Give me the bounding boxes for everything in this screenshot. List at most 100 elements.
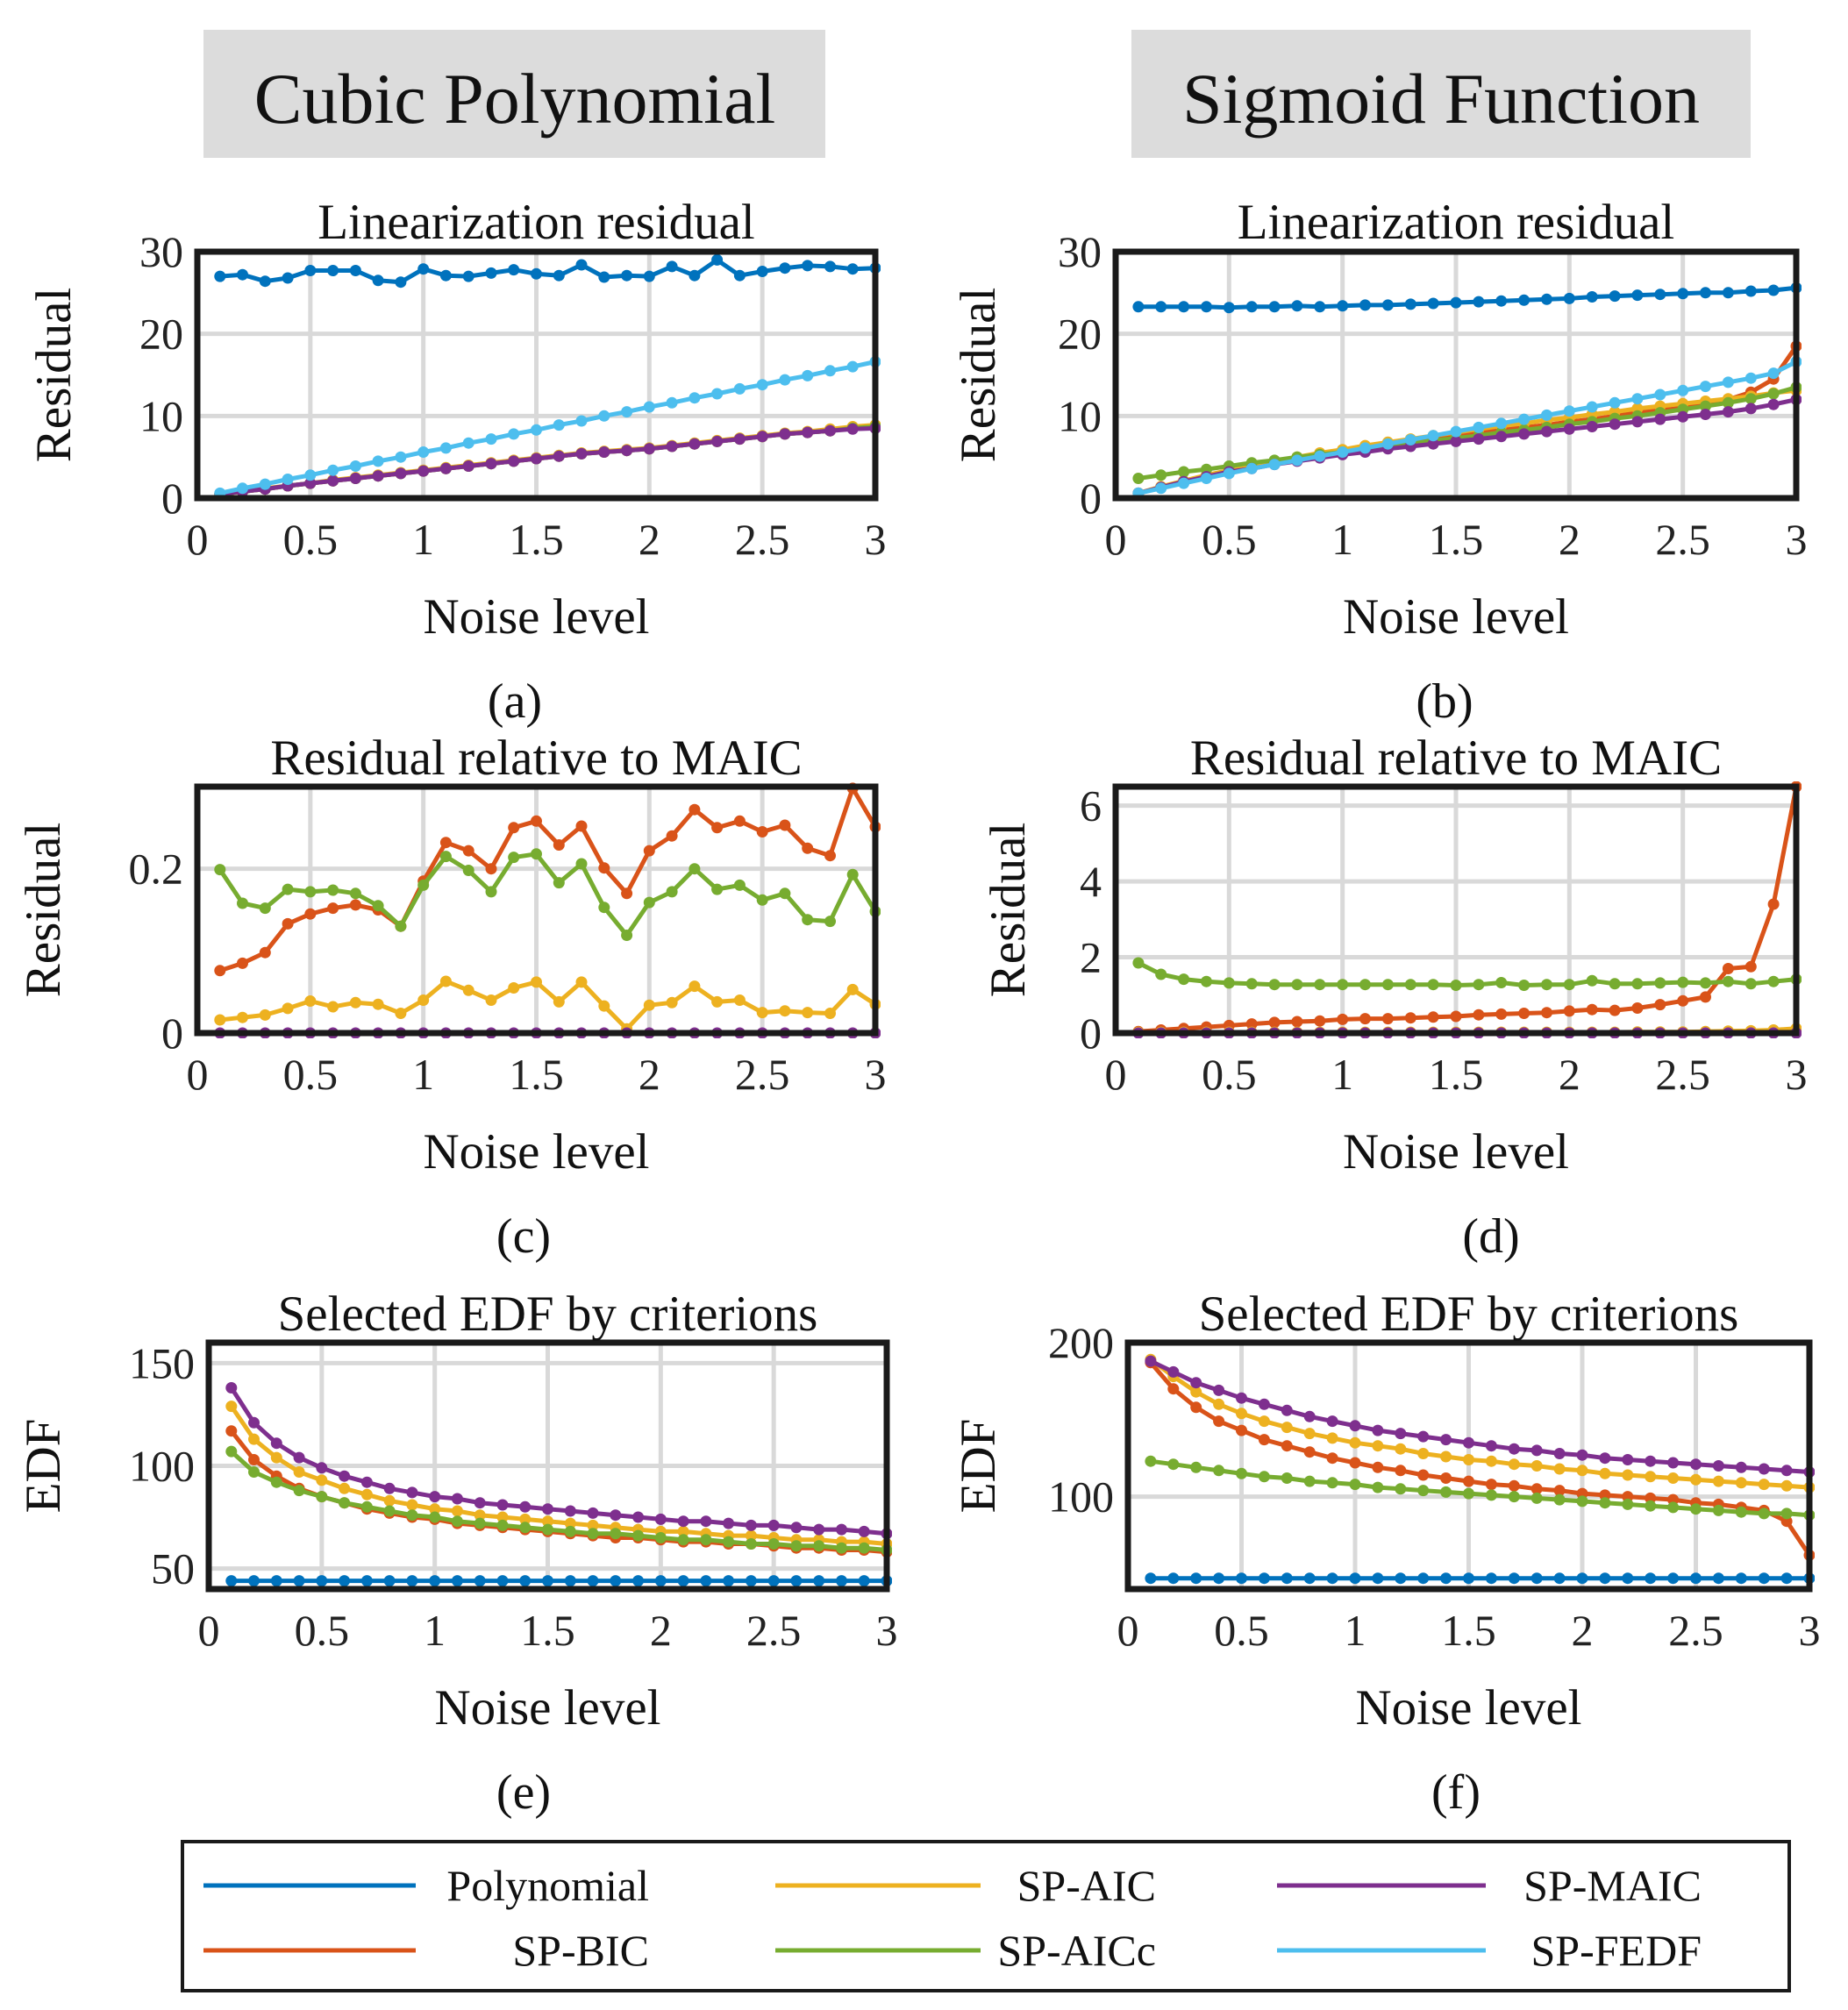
data-point-sp-maic [564, 1505, 576, 1517]
data-point-polynomial [1508, 1572, 1520, 1585]
data-point-sp-maic [1722, 406, 1734, 418]
y-tick-label: 20 [1058, 310, 1102, 359]
x-tick-label: 2 [1572, 1606, 1594, 1655]
data-point-sp-aicc [485, 886, 497, 898]
data-point-polynomial [1155, 301, 1167, 313]
y-axis-label: Residual [981, 823, 1036, 997]
data-point-polynomial [779, 262, 791, 274]
data-point-polynomial [1735, 1572, 1747, 1585]
data-point-sp-bic [1372, 1461, 1384, 1473]
data-point-sp-aic [711, 995, 724, 1008]
data-point-polynomial [1381, 299, 1394, 311]
data-point-polynomial [1700, 287, 1711, 299]
data-point-sp-aicc [1314, 979, 1326, 991]
data-point-sp-aicc [1508, 1491, 1520, 1503]
data-point-polynomial [1758, 1572, 1770, 1585]
data-point-sp-fedf [779, 374, 791, 386]
data-point-sp-bic [225, 1425, 238, 1437]
data-point-sp-bic [1427, 1011, 1439, 1023]
data-point-sp-aic [462, 984, 474, 996]
plot-frame [1124, 1339, 1813, 1593]
data-point-polynomial [711, 253, 724, 266]
data-point-polynomial [395, 276, 407, 289]
data-point-polynomial [1337, 300, 1349, 312]
data-point-polynomial [575, 259, 588, 271]
x-tick-label: 2 [639, 1050, 660, 1099]
data-point-sp-aic [1712, 1475, 1724, 1487]
data-point-sp-bic [689, 803, 701, 816]
data-point-sp-maic [1767, 398, 1780, 410]
data-point-sp-aicc [349, 887, 361, 900]
x-tick-label: 0.5 [1202, 1050, 1257, 1099]
data-point-sp-bic [1314, 1015, 1326, 1027]
data-point-polynomial [1201, 301, 1212, 313]
data-point-polynomial [1303, 1572, 1316, 1585]
data-point-sp-fedf [1518, 413, 1530, 425]
chart-title: Selected EDF by criterions [278, 1287, 818, 1342]
data-point-sp-aicc [1291, 979, 1303, 991]
data-point-sp-maic [1586, 421, 1598, 432]
data-point-sp-bic [214, 965, 226, 977]
x-tick-label: 1.5 [1429, 1050, 1484, 1099]
data-point-sp-bic [485, 863, 497, 875]
data-point-polynomial [439, 269, 452, 282]
data-point-sp-maic [632, 1511, 645, 1523]
data-point-sp-maic [711, 435, 724, 447]
data-point-sp-bic [1359, 1013, 1371, 1025]
data-point-sp-bic [237, 957, 248, 969]
data-point-polynomial [270, 1575, 282, 1587]
data-point-sp-aic [372, 998, 384, 1010]
data-point-sp-bic [1190, 1401, 1202, 1414]
data-point-sp-fedf [1541, 409, 1552, 421]
data-point-polynomial [429, 1575, 441, 1587]
data-point-sp-aic [327, 1001, 339, 1013]
data-point-polynomial [1609, 290, 1621, 303]
data-point-sp-maic [372, 470, 384, 482]
x-axis-label: Noise level [1355, 1680, 1581, 1736]
data-point-sp-aic [802, 1007, 814, 1019]
data-point-sp-aicc [824, 916, 836, 928]
data-point-sp-maic [1518, 428, 1530, 440]
data-point-sp-aicc [1213, 1465, 1225, 1477]
data-point-polynomial [1563, 292, 1575, 304]
data-point-sp-aic [1780, 1479, 1793, 1492]
data-point-sp-aicc [270, 1476, 282, 1488]
y-tick-label: 6 [1080, 781, 1102, 830]
data-point-sp-aicc [439, 851, 452, 863]
y-axis-label: EDF [16, 1419, 71, 1514]
data-point-sp-maic [1735, 1461, 1747, 1473]
data-point-sp-maic [767, 1519, 780, 1531]
data-point-sp-aic [508, 982, 520, 994]
data-point-sp-bic [824, 850, 836, 862]
data-point-sp-fedf [666, 396, 678, 409]
data-point-polynomial [643, 270, 655, 282]
data-point-sp-aicc [858, 1542, 870, 1554]
legend-label-sp-aic: SP-AIC [1017, 1861, 1156, 1910]
data-point-sp-bic [575, 820, 588, 832]
data-point-polynomial [293, 1575, 305, 1587]
data-point-sp-aicc [1780, 1508, 1793, 1520]
data-point-sp-aicc [779, 887, 791, 900]
data-point-sp-bic [1268, 1016, 1281, 1029]
data-point-sp-bic [621, 887, 633, 900]
y-tick-label: 200 [1048, 1318, 1114, 1367]
chart-panel-d: 0 0.5 1 1.5 2 2.5 3 0 2 4 6 Residual relative to MA… [981, 731, 1808, 1264]
chart-title: Linearization residual [318, 195, 755, 250]
legend-label-sp-aicc: SP-AICc [997, 1926, 1156, 1975]
data-point-polynomial [654, 1575, 667, 1587]
data-point-sp-aicc [1722, 975, 1734, 987]
data-point-sp-aic [1485, 1455, 1497, 1467]
data-point-sp-aic [1190, 1386, 1202, 1398]
data-point-sp-maic [587, 1507, 599, 1519]
data-point-polynomial [1440, 1572, 1452, 1585]
data-point-sp-maic [1609, 418, 1621, 431]
data-point-sp-bic [1563, 1005, 1575, 1017]
data-point-sp-bic [1495, 1008, 1508, 1020]
panel-caption: (c) [496, 1209, 551, 1264]
plot-frame [194, 248, 879, 502]
data-point-sp-maic [575, 447, 588, 460]
x-tick-label: 1 [412, 515, 434, 564]
data-point-sp-maic [485, 458, 497, 470]
data-point-sp-aic [1758, 1479, 1770, 1491]
data-point-polynomial [406, 1575, 418, 1587]
